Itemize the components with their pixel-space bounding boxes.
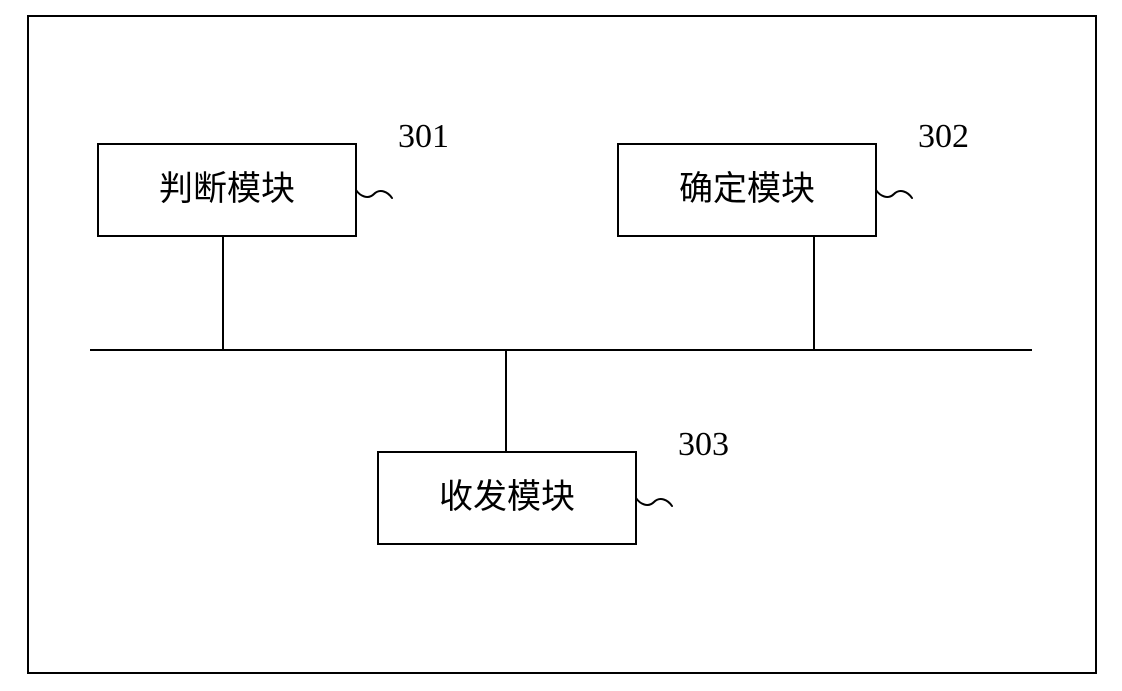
module-label-judgment: 判断模块 — [159, 170, 295, 208]
leadline-judgment — [356, 190, 392, 198]
ref-number-determine: 302 — [918, 118, 969, 155]
ref-number-judgment: 301 — [398, 118, 449, 155]
diagram-canvas: 判断模块 301 确定模块 302 收发模块 303 — [0, 0, 1122, 691]
module-label-determine: 确定模块 — [679, 170, 815, 208]
ref-number-transceiver: 303 — [678, 426, 729, 463]
outer-frame — [28, 16, 1096, 673]
module-label-transceiver: 收发模块 — [439, 478, 575, 516]
leadline-determine — [876, 190, 912, 198]
leadline-transceiver — [636, 498, 672, 506]
